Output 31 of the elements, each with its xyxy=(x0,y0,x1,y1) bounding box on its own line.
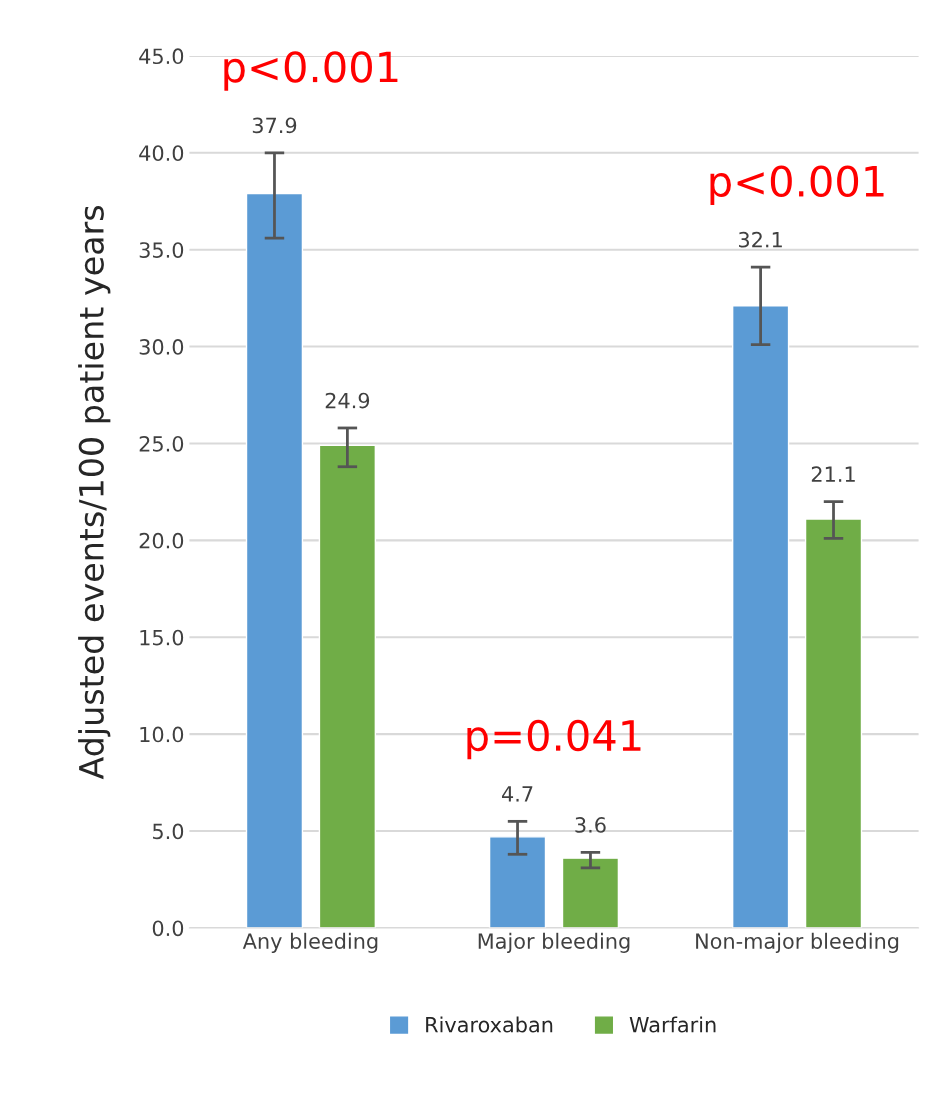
data-label: 4.7 xyxy=(501,786,533,802)
x-tick-label: Non-major bleeding xyxy=(696,932,899,953)
y-tick-label: 25.0 xyxy=(139,435,184,452)
annotation: p<0.001 xyxy=(224,51,398,91)
data-label: 24.9 xyxy=(325,392,370,409)
x-tick-label: Major bleeding xyxy=(478,932,630,953)
y-tick-label: 20.0 xyxy=(139,532,184,549)
data-label: 3.6 xyxy=(575,817,606,833)
legend-label: Warfarin xyxy=(629,1016,716,1033)
bar xyxy=(245,192,304,928)
annotation: p<0.001 xyxy=(710,165,884,206)
y-tick-label: 5.0 xyxy=(153,823,184,840)
y-tick-label: 30.0 xyxy=(139,339,184,355)
legend-label: Rivaroxaban xyxy=(426,1016,553,1033)
bar xyxy=(804,518,863,928)
bar xyxy=(731,305,790,928)
y-tick-label: 40.0 xyxy=(139,145,184,161)
y-tick-label: 45.0 xyxy=(139,48,184,65)
data-label: 21.1 xyxy=(811,466,855,482)
y-axis-title: Adjusted events/100 patient years xyxy=(78,205,111,780)
bar xyxy=(561,857,620,928)
y-tick-label: 10.0 xyxy=(140,726,184,743)
x-tick-label: Any bleeding xyxy=(242,932,378,953)
data-label: 37.9 xyxy=(252,117,297,134)
y-tick-label: 15.0 xyxy=(140,629,184,646)
bar xyxy=(318,444,377,928)
y-tick-label: 35.0 xyxy=(139,242,184,258)
data-label: 32.1 xyxy=(738,231,782,248)
bar xyxy=(488,836,547,928)
annotation: p=0.041 xyxy=(467,719,641,760)
y-tick-label: 0.0 xyxy=(152,920,184,937)
